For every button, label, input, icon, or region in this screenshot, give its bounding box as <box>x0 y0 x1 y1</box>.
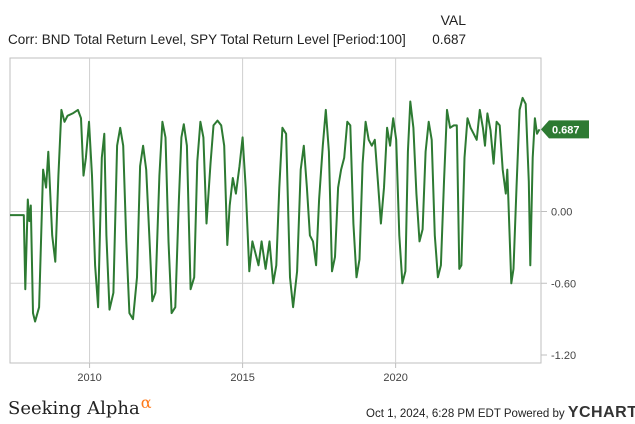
x-tick-label: 2010 <box>77 372 101 384</box>
y-tick-label: -0.60 <box>551 278 576 290</box>
series-title[interactable]: Corr: BND Total Return Level, SPY Total … <box>8 32 406 47</box>
current-value: 0.687 <box>432 32 466 47</box>
x-tick-label: 2015 <box>230 372 254 384</box>
last-value-badge-label: 0.687 <box>552 124 580 136</box>
y-axis-ticks: 0.00 -0.60 -1.20 <box>541 207 576 362</box>
x-axis-ticks: 2010 2015 2020 <box>77 363 408 384</box>
ycharts-logo[interactable]: YCHARTS <box>567 404 635 421</box>
seeking-alpha-logo: Seeking Alphaα <box>8 393 152 419</box>
x-tick-label: 2020 <box>383 372 407 384</box>
footer-attribution: Oct 1, 2024, 6:28 PM EDT Powered by YCHA… <box>366 404 635 422</box>
alpha-icon: α <box>140 393 152 412</box>
grid-lines <box>10 58 541 363</box>
correlation-series-line[interactable] <box>10 96 541 323</box>
last-value-badge-shape <box>541 120 589 139</box>
last-value-badge: 0.687 <box>541 120 589 139</box>
plot-area <box>9 57 542 364</box>
powered-by-label: Powered by <box>503 408 565 420</box>
brand-name: Seeking Alpha <box>8 398 140 419</box>
y-tick-label: 0.00 <box>551 207 572 219</box>
timestamp: Oct 1, 2024, 6:28 PM EDT <box>366 408 501 420</box>
y-tick-label: -1.20 <box>551 350 576 362</box>
value-column-header: VAL <box>440 12 466 28</box>
